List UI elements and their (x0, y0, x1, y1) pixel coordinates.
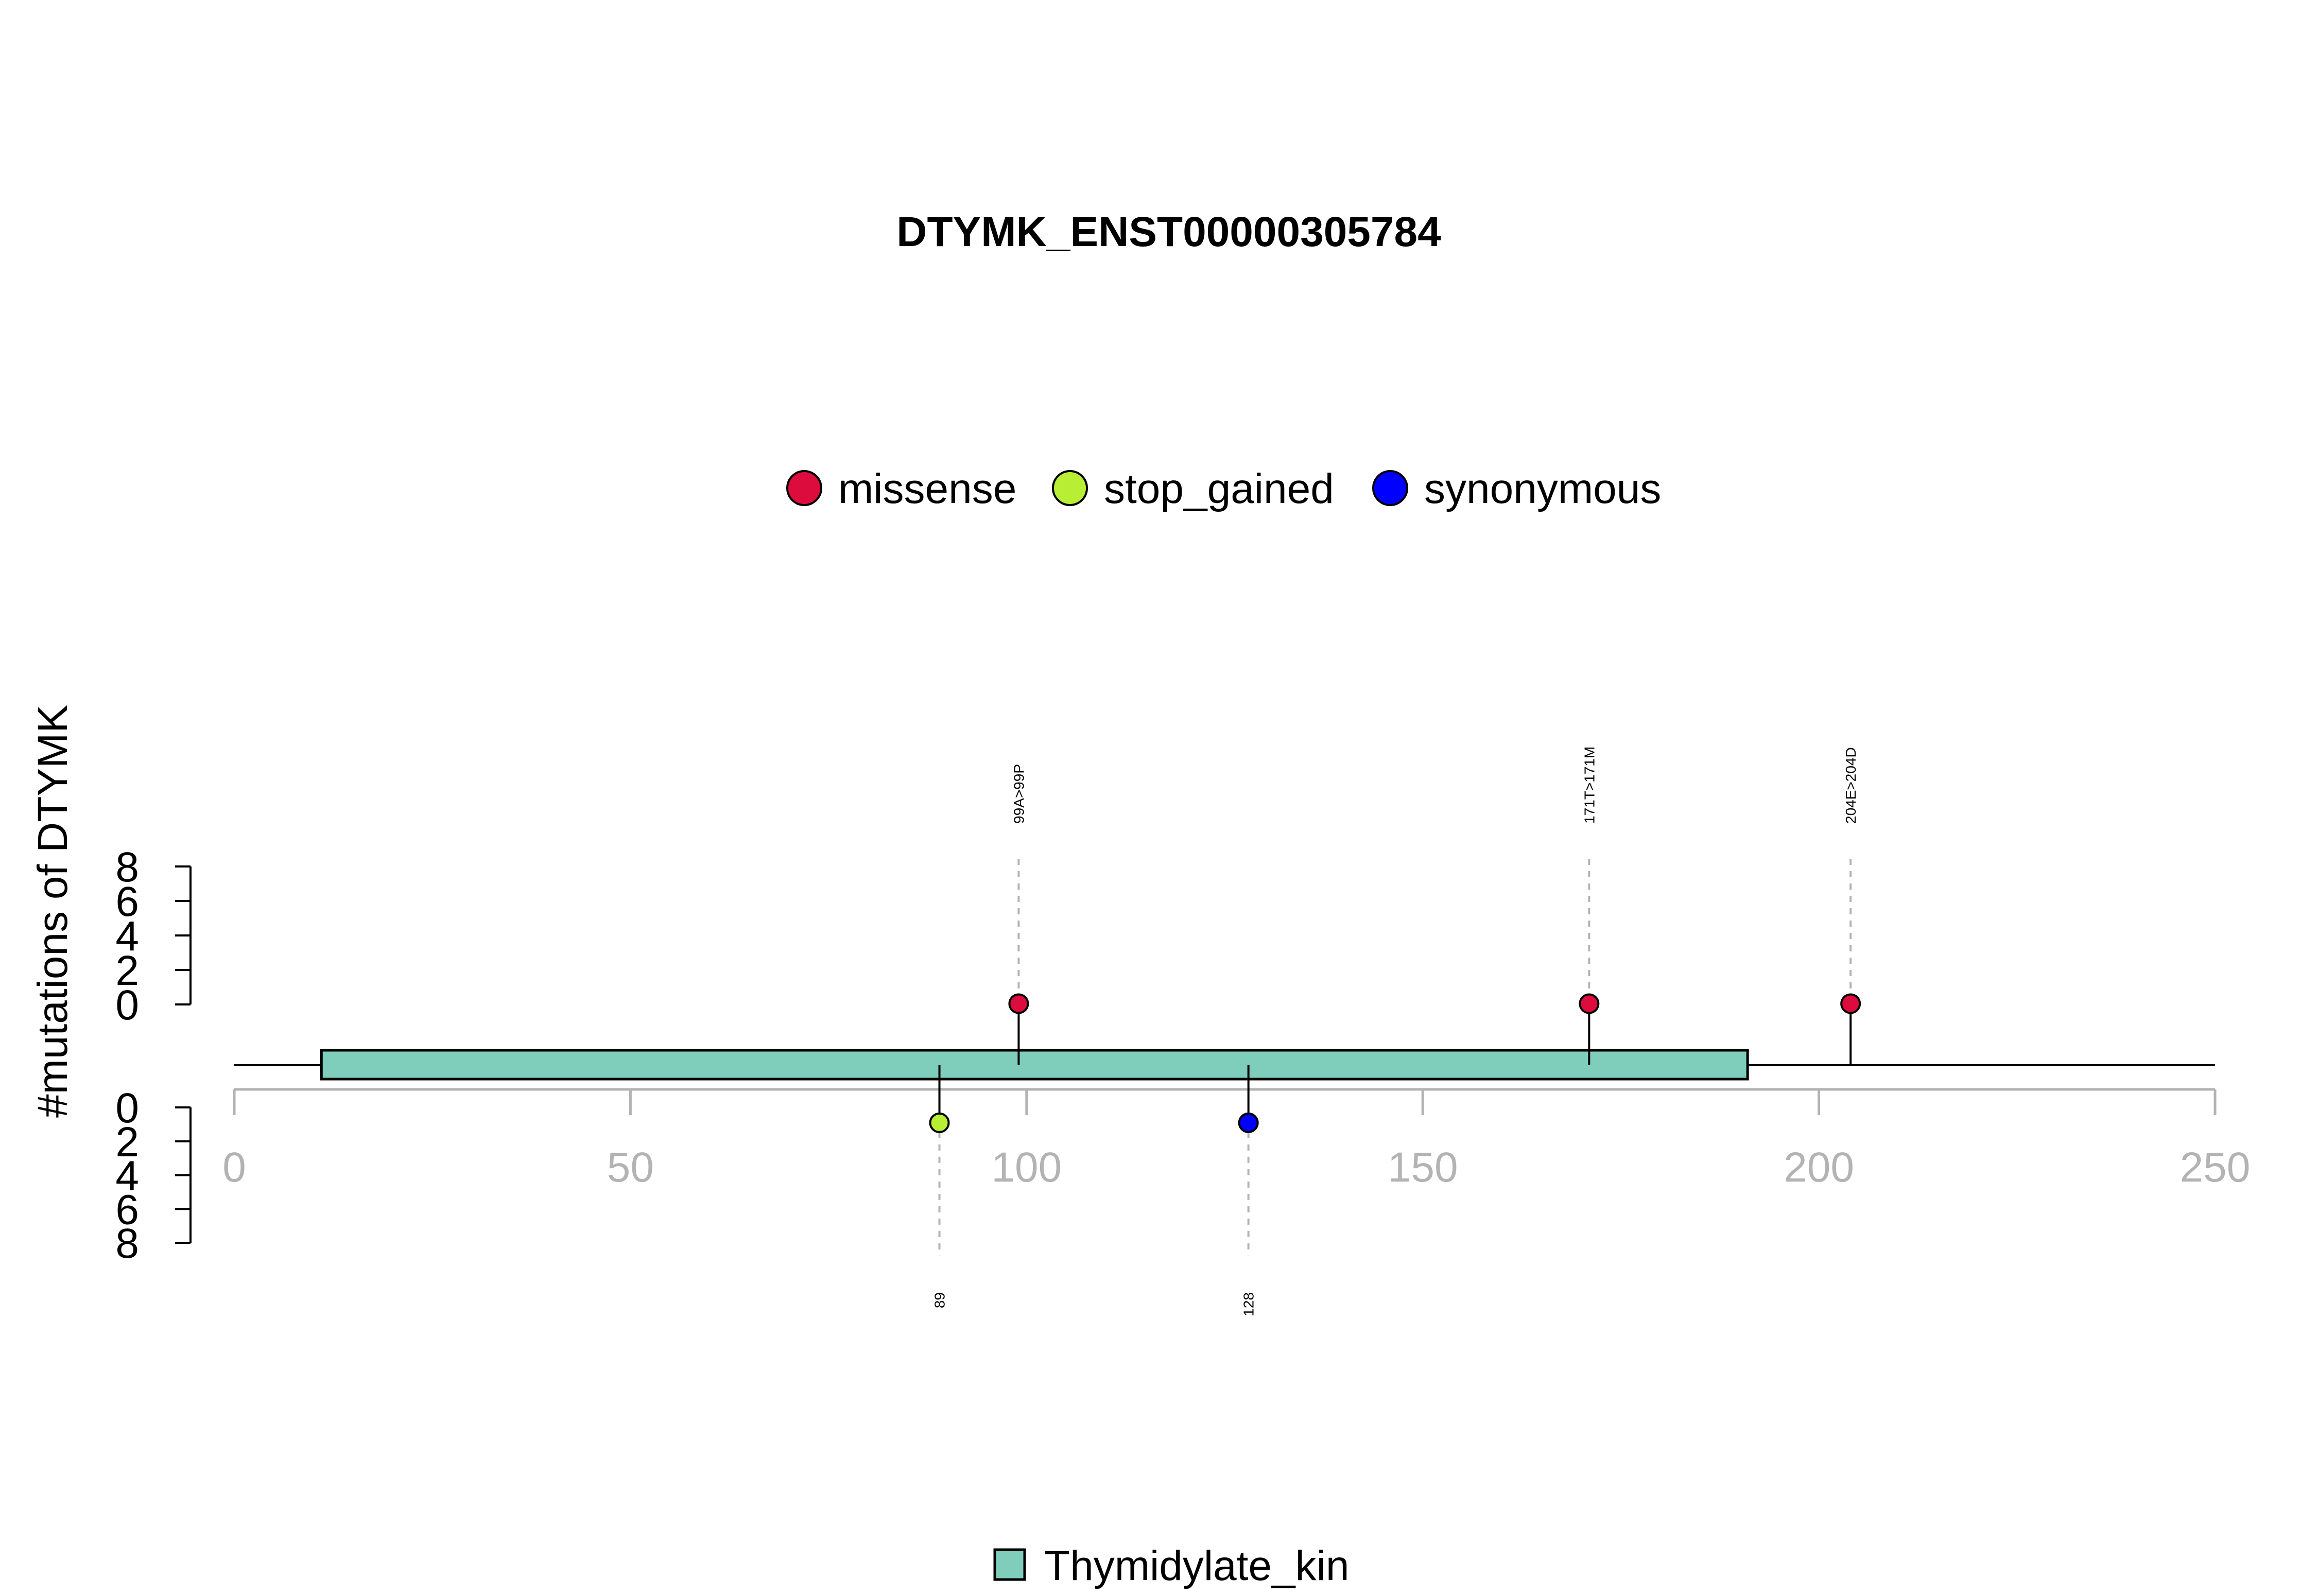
protein-backbone (234, 1049, 2215, 1081)
mutation-label-89: 89 (932, 1292, 948, 1308)
mutation-point-89 (929, 1112, 950, 1133)
y-tick-label-upper: 8 (115, 844, 139, 891)
x-tick-label: 200 (1784, 1144, 1854, 1191)
mutation-legend: missense stop_gained synonymous (786, 465, 1661, 512)
domain-legend-swatch (993, 1548, 1026, 1581)
mutation-label-171: 171T>171M (1581, 747, 1597, 824)
x-tick-label: 50 (607, 1144, 654, 1191)
chart-title: DTYMK_ENST00000305784 (896, 209, 1441, 255)
legend-label-missense: missense (838, 465, 1016, 512)
y-tick-label-lower: 6 (115, 1186, 139, 1233)
mutation-label-99: 99A>99P (1011, 764, 1027, 824)
legend-marker-synonymous (1372, 470, 1408, 506)
y-tick-label-lower: 8 (115, 1220, 139, 1267)
domain-Thymidylate_kin (320, 1049, 1749, 1081)
x-tick-label: 250 (2180, 1144, 2251, 1191)
legend-label-synonymous: synonymous (1424, 465, 1661, 512)
y-tick-label-upper: 0 (115, 982, 139, 1029)
x-tick-label: 150 (1388, 1144, 1458, 1191)
mutation-label-204: 204E>204D (1843, 747, 1859, 824)
legend-marker-missense (786, 470, 822, 506)
mutation-point-204 (1840, 993, 1861, 1014)
y-tick-label-upper: 6 (115, 878, 139, 925)
mutation-point-171 (1579, 993, 1600, 1014)
domain-legend-label: Thymidylate_kin (1044, 1542, 1349, 1589)
mutation-lollipops: 99A>99P 171T>171M 204E>204D 89 128 (929, 747, 1861, 1316)
y-tick-label-lower: 4 (115, 1153, 139, 1200)
mutation-label-128: 128 (1241, 1292, 1257, 1316)
legend-marker-stop_gained (1052, 470, 1088, 506)
y-tick-label-upper: 4 (115, 913, 139, 960)
x-tick-label: 100 (991, 1144, 1062, 1191)
mutation-point-99 (1008, 993, 1029, 1014)
domain-legend: Thymidylate_kin (993, 1542, 1349, 1589)
y-axis-label: #mutations of DTYMK (29, 705, 76, 1118)
y-tick-label-lower: 0 (115, 1085, 139, 1132)
mutation-point-128 (1238, 1112, 1259, 1133)
x-axis: 0 50 100 150 200 250 (222, 1088, 2251, 1191)
x-tick-label: 0 (222, 1144, 246, 1191)
legend-label-stop_gained: stop_gained (1104, 465, 1334, 512)
y-tick-label-lower: 2 (115, 1119, 139, 1166)
y-tick-label-upper: 2 (115, 947, 139, 994)
